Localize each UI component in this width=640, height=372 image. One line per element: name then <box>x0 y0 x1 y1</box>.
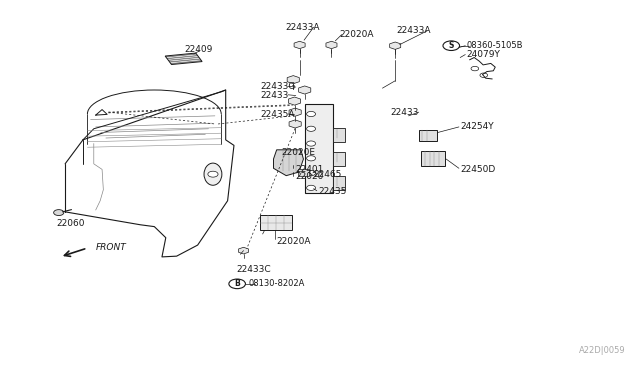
FancyBboxPatch shape <box>420 151 445 166</box>
Text: 22020A: 22020A <box>339 30 374 39</box>
Circle shape <box>471 66 479 71</box>
Circle shape <box>443 41 460 51</box>
Text: 24254Y: 24254Y <box>460 122 494 131</box>
Text: 22465: 22465 <box>314 170 342 179</box>
FancyBboxPatch shape <box>305 104 333 193</box>
Text: 22433A: 22433A <box>285 23 319 32</box>
Circle shape <box>307 141 316 146</box>
Polygon shape <box>390 42 401 49</box>
Circle shape <box>480 73 488 77</box>
Text: A22D|0059: A22D|0059 <box>579 346 626 355</box>
Text: 22409: 22409 <box>185 45 213 54</box>
Text: 22433G: 22433G <box>260 82 296 91</box>
Text: 22020: 22020 <box>296 172 324 181</box>
Polygon shape <box>299 86 311 94</box>
Polygon shape <box>289 120 301 128</box>
Circle shape <box>307 156 316 161</box>
Polygon shape <box>289 97 301 105</box>
FancyBboxPatch shape <box>298 169 308 176</box>
Circle shape <box>307 185 316 190</box>
Text: 08130-8202A: 08130-8202A <box>248 279 305 288</box>
FancyBboxPatch shape <box>333 152 345 166</box>
Text: 22450D: 22450D <box>460 165 495 174</box>
Text: 24079Y: 24079Y <box>467 51 500 60</box>
Polygon shape <box>273 150 303 176</box>
Polygon shape <box>326 41 337 49</box>
Circle shape <box>307 112 316 116</box>
Polygon shape <box>239 247 248 254</box>
Text: 22020A: 22020A <box>276 237 311 246</box>
Circle shape <box>54 210 64 215</box>
Polygon shape <box>165 53 202 64</box>
FancyBboxPatch shape <box>260 215 292 230</box>
Text: 22433C: 22433C <box>236 264 271 273</box>
Circle shape <box>307 126 316 131</box>
Text: S: S <box>449 41 454 50</box>
Text: 22435A: 22435A <box>260 109 294 119</box>
FancyBboxPatch shape <box>419 130 437 141</box>
Text: 22435: 22435 <box>318 187 346 196</box>
Text: 22401: 22401 <box>296 165 324 174</box>
Text: 22060: 22060 <box>56 219 84 228</box>
Text: FRONT: FRONT <box>96 243 127 252</box>
Polygon shape <box>289 108 301 116</box>
Text: B: B <box>234 279 240 288</box>
Circle shape <box>208 171 218 177</box>
Text: 22433: 22433 <box>260 91 289 100</box>
Circle shape <box>307 170 316 176</box>
FancyBboxPatch shape <box>333 128 345 142</box>
Circle shape <box>229 279 246 289</box>
Text: 08360-5105B: 08360-5105B <box>467 41 523 50</box>
Ellipse shape <box>204 163 222 185</box>
Text: 22433: 22433 <box>390 108 419 117</box>
Polygon shape <box>294 41 305 49</box>
FancyBboxPatch shape <box>333 176 345 190</box>
Polygon shape <box>287 76 300 84</box>
Text: 22433A: 22433A <box>396 26 431 35</box>
Text: 22020E: 22020E <box>282 148 316 157</box>
